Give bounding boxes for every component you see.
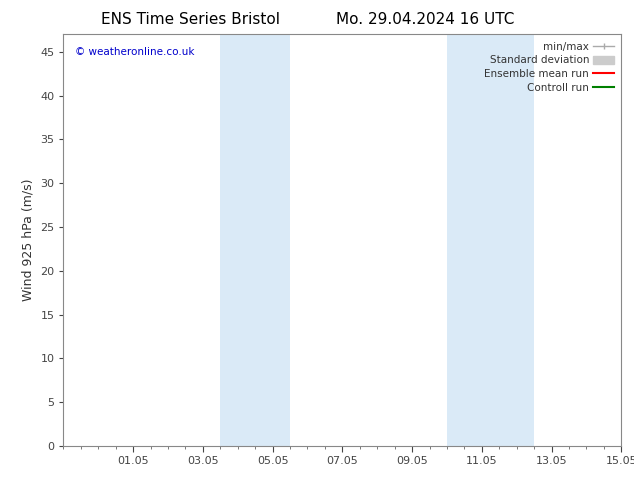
Text: © weatheronline.co.uk: © weatheronline.co.uk [75, 47, 194, 57]
Bar [221, 34, 290, 446]
Legend: min/max, Standard deviation, Ensemble mean run, Controll run: min/max, Standard deviation, Ensemble me… [480, 37, 618, 97]
Bar [447, 34, 534, 446]
Y-axis label: Wind 925 hPa (m/s): Wind 925 hPa (m/s) [22, 179, 35, 301]
Text: Mo. 29.04.2024 16 UTC: Mo. 29.04.2024 16 UTC [335, 12, 514, 27]
Text: ENS Time Series Bristol: ENS Time Series Bristol [101, 12, 280, 27]
